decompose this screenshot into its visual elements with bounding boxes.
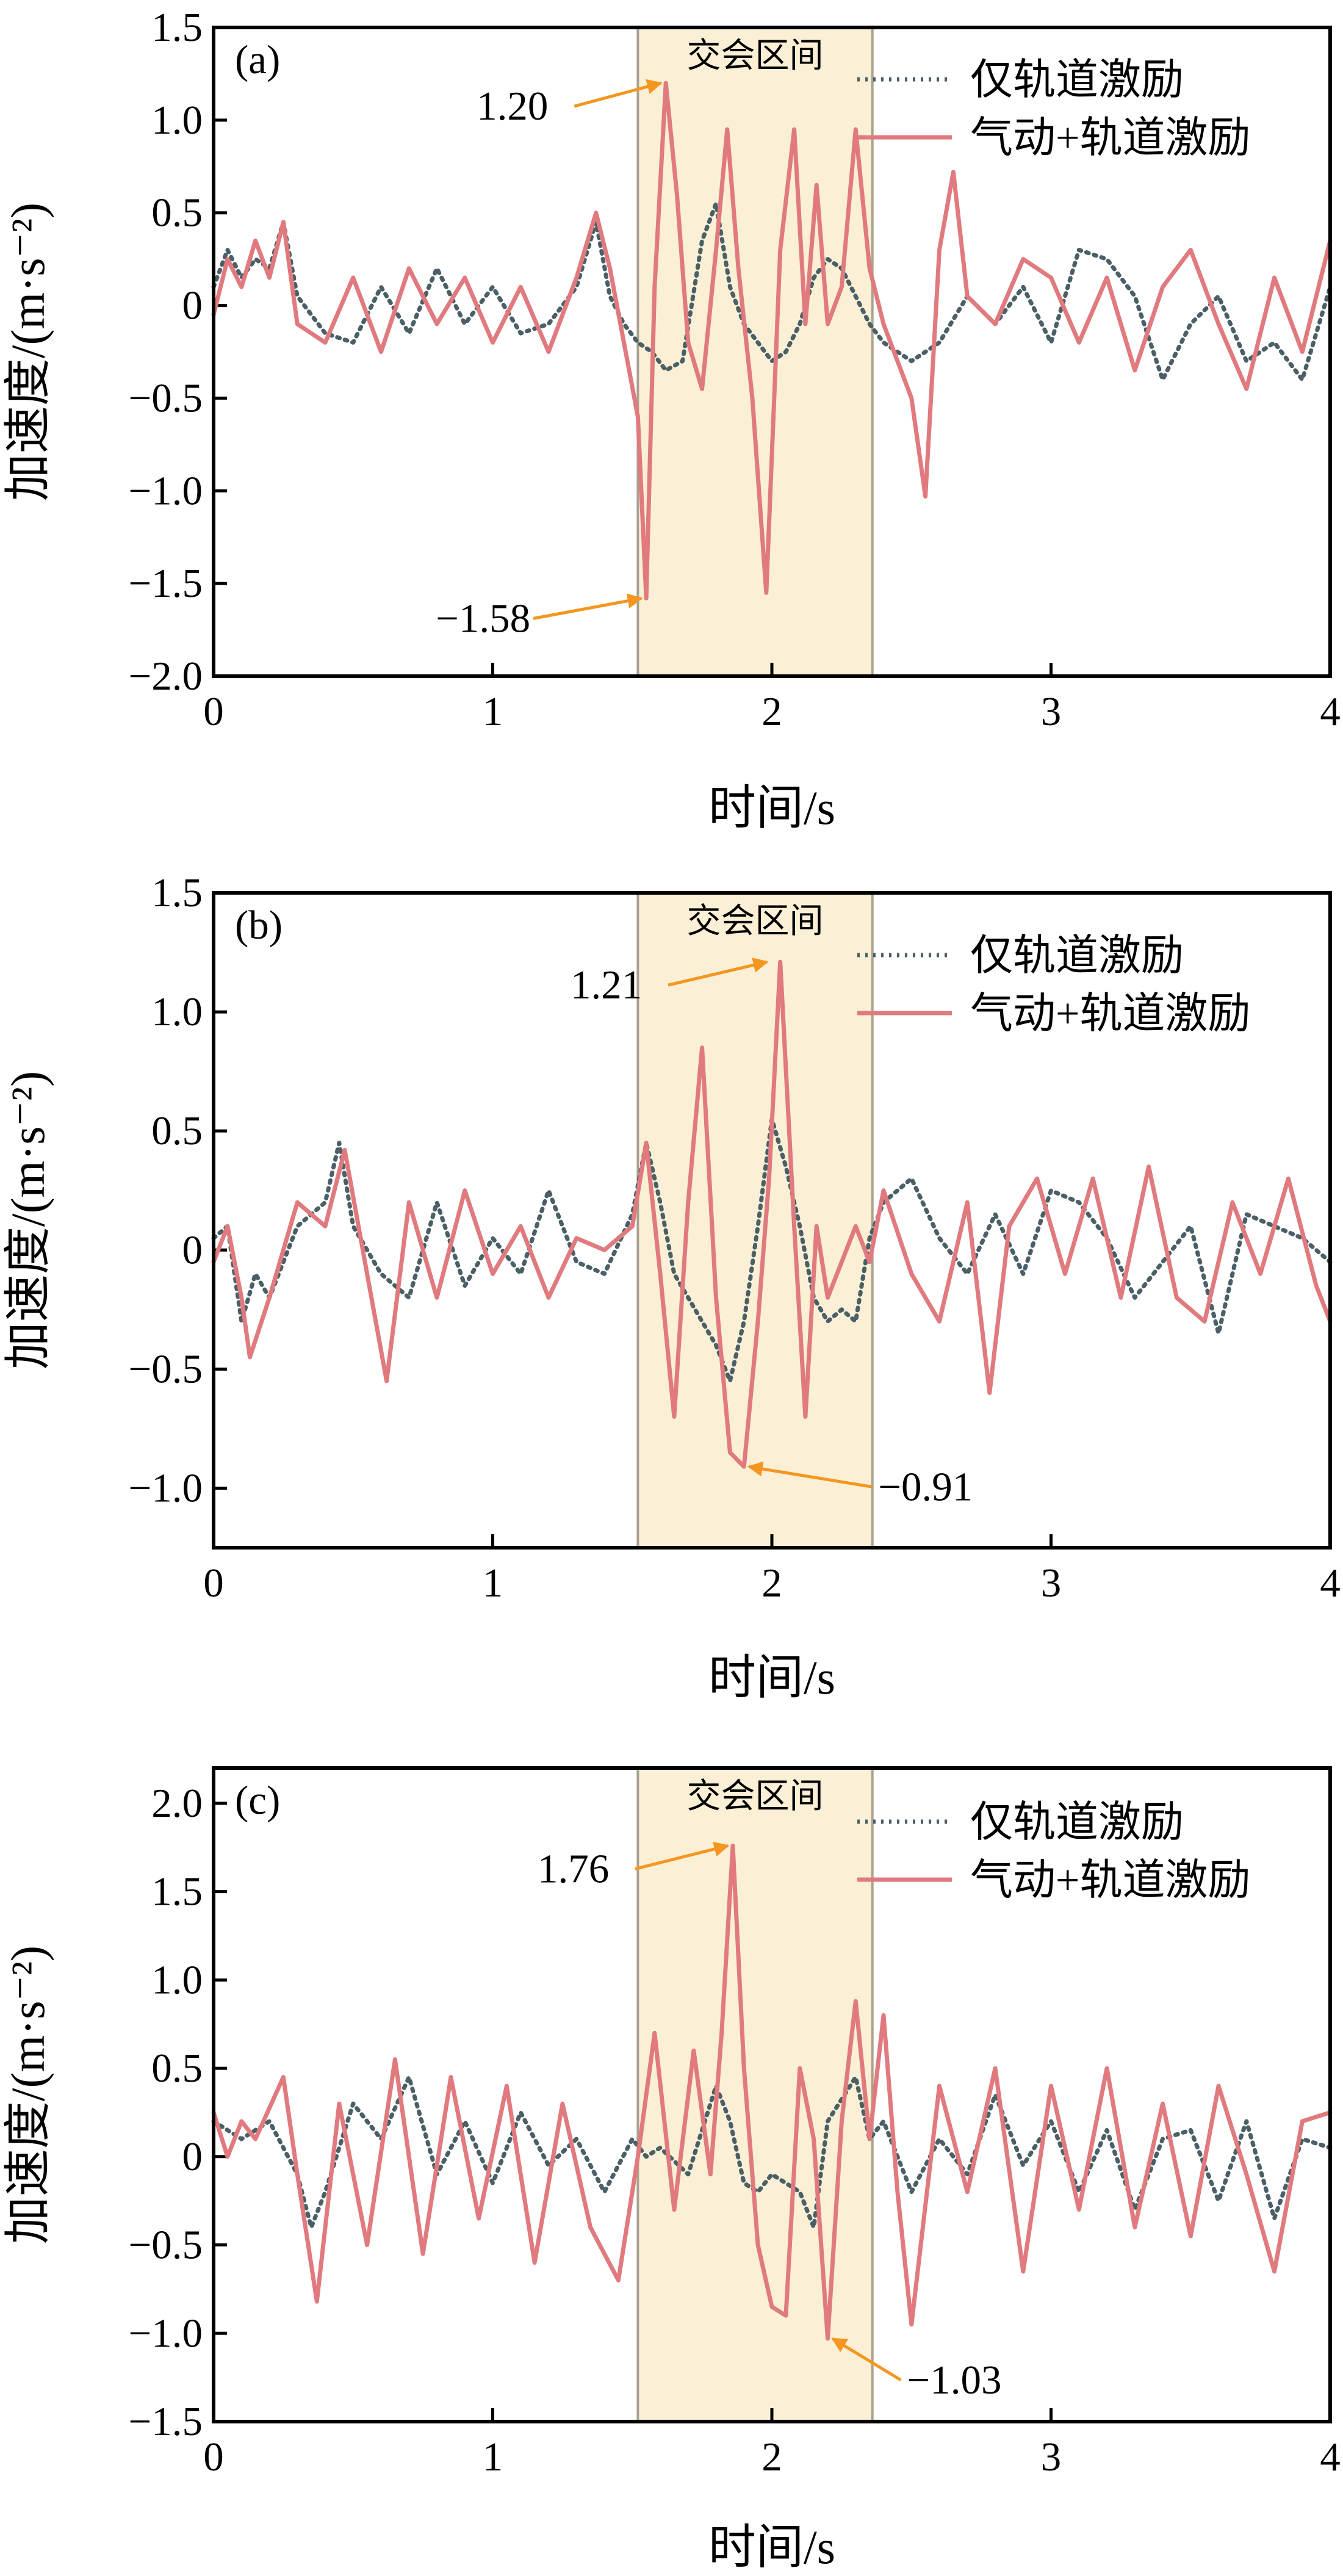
series-layer xyxy=(211,959,1333,1469)
annotation-arrow-min xyxy=(747,1461,873,1488)
legend-label-aero-track: 气动+轨道激励 xyxy=(970,990,1250,1037)
legend: 仅轨道激励 气动+轨道激励 xyxy=(857,57,1250,162)
y-tick-label: −1.5 xyxy=(128,561,203,606)
x-tick-label: 2 xyxy=(762,2434,782,2480)
y-ticks: 1.5 1.0 0.5 0 −0.5 −1.0 xyxy=(128,870,227,1510)
x-axis-title: 时间/s xyxy=(708,2520,835,2574)
x-tick-label: 3 xyxy=(1041,689,1062,734)
panel-b: 1.5 1.0 0.5 0 −0.5 −1.0 0 1 2 3 4 (b) 交会区间 仅轨道激励 … xyxy=(1,870,1341,1704)
x-axis-title: 时间/s xyxy=(708,1651,835,1704)
plot-frame xyxy=(212,1766,1332,2423)
y-axis-title: 加速度/(m·s⁻²) xyxy=(1,1946,54,2244)
y-tick-label: 0.5 xyxy=(151,2046,203,2091)
x-tick-label: 0 xyxy=(203,689,224,734)
y-tick-label: 1.5 xyxy=(151,5,203,50)
annotation-max: 1.20 xyxy=(477,84,548,129)
plot-frame xyxy=(212,26,1332,678)
panel-a: 1.5 1.0 0.5 0 −0.5 −1.0 −1.5 −2.0 0 1 2 3 4 (a) 交会区… xyxy=(1,5,1341,834)
y-tick-label: 0 xyxy=(182,1227,203,1272)
x-tick-label: 1 xyxy=(483,1560,503,1606)
y-tick-label: 1.5 xyxy=(151,870,203,915)
series-track-only xyxy=(211,1117,1333,1384)
annotation-arrow-max xyxy=(574,79,663,108)
x-tick-label: 2 xyxy=(762,689,782,734)
y-tick-label: −2.0 xyxy=(128,654,203,699)
x-tick-label: 2 xyxy=(762,1560,782,1606)
annotations: 1.76 −1.03 xyxy=(538,1841,1002,2403)
x-ticks: 0 1 2 3 4 xyxy=(203,1534,1341,1606)
crossing-zone xyxy=(636,892,874,1549)
x-tick-label: 1 xyxy=(483,2434,503,2480)
y-tick-label: 1.0 xyxy=(151,989,203,1034)
x-tick-label: 0 xyxy=(203,2434,224,2480)
x-tick-label: 3 xyxy=(1041,2434,1062,2480)
y-axis-title: 加速度/(m·s⁻²) xyxy=(1,1071,54,1369)
annotation-min: −1.58 xyxy=(436,596,530,641)
panel-label: (b) xyxy=(235,903,283,948)
y-tick-label: 0 xyxy=(182,283,203,328)
y-tick-label: 1.0 xyxy=(151,1957,203,2002)
zone-label: 交会区间 xyxy=(687,37,824,75)
annotations: 1.20 −1.58 xyxy=(436,79,663,641)
x-tick-label: 1 xyxy=(483,689,503,734)
annotation-min: −1.03 xyxy=(907,2358,1002,2403)
x-axis-title: 时间/s xyxy=(708,781,835,834)
y-tick-label: 0.5 xyxy=(151,190,203,236)
x-tick-label: 3 xyxy=(1041,1560,1062,1606)
y-tick-label: −0.5 xyxy=(128,375,203,420)
legend-label-aero-track: 气动+轨道激励 xyxy=(970,1857,1250,1904)
legend-label-track-only: 仅轨道激励 xyxy=(970,933,1184,980)
legend-label-track-only: 仅轨道激励 xyxy=(970,57,1184,104)
zone-label: 交会区间 xyxy=(687,903,824,940)
series-aero-track xyxy=(211,959,1333,1469)
y-tick-label: 2.0 xyxy=(151,1781,203,1826)
x-tick-label: 4 xyxy=(1320,2434,1341,2480)
y-tick-label: −1.5 xyxy=(128,2399,203,2444)
x-tick-label: 4 xyxy=(1320,689,1341,734)
panel-label: (c) xyxy=(235,1778,280,1823)
y-tick-label: 1.5 xyxy=(151,1869,203,1914)
annotations: 1.21 −0.91 xyxy=(571,958,973,1509)
panel-c: 2.0 1.5 1.0 0.5 0 −0.5 −1.0 −1.5 0 1 2 3 4 (c) 交会区间… xyxy=(1,1766,1341,2574)
annotation-max: 1.21 xyxy=(571,962,642,1008)
crossing-zone xyxy=(636,26,874,677)
y-tick-label: −1.0 xyxy=(128,1465,203,1510)
annotation-arrow-max xyxy=(668,958,769,987)
y-tick-label: 1.0 xyxy=(151,98,203,143)
x-tick-label: 0 xyxy=(203,1560,224,1606)
zone-label: 交会区间 xyxy=(687,1778,824,1816)
series-aero-track xyxy=(211,1843,1333,2341)
crossing-zone xyxy=(636,1767,874,2423)
legend-label-track-only: 仅轨道激励 xyxy=(970,1799,1184,1846)
annotation-max: 1.76 xyxy=(538,1846,609,1891)
series-layer xyxy=(211,81,1333,601)
y-tick-label: 0 xyxy=(182,2134,203,2179)
y-tick-label: −0.5 xyxy=(128,1346,203,1391)
y-tick-label: −0.5 xyxy=(128,2223,203,2268)
legend: 仅轨道激励 气动+轨道激励 xyxy=(857,1799,1250,1904)
y-axis-title: 加速度/(m·s⁻²) xyxy=(1,203,54,501)
y-ticks: 2.0 1.5 1.0 0.5 0 −0.5 −1.0 −1.5 xyxy=(128,1781,227,2444)
series-layer xyxy=(211,1843,1333,2341)
legend: 仅轨道激励 气动+轨道激励 xyxy=(857,933,1250,1037)
y-ticks: 1.5 1.0 0.5 0 −0.5 −1.0 −1.5 −2.0 xyxy=(128,5,227,699)
x-tick-label: 4 xyxy=(1320,1560,1341,1606)
annotation-arrow-min xyxy=(533,593,643,620)
y-tick-label: −1.0 xyxy=(128,468,203,513)
series-aero-track xyxy=(211,81,1333,601)
annotation-min: −0.91 xyxy=(878,1464,973,1509)
annotation-arrow-max xyxy=(635,1841,730,1871)
legend-label-aero-track: 气动+轨道激励 xyxy=(970,115,1250,162)
panel-label: (a) xyxy=(235,37,280,82)
plot-frame xyxy=(212,891,1332,1550)
y-tick-label: 0.5 xyxy=(151,1108,203,1153)
x-ticks: 0 1 2 3 4 xyxy=(203,2408,1341,2480)
x-ticks: 0 1 2 3 4 xyxy=(203,663,1341,734)
annotation-arrow-min xyxy=(831,2337,902,2382)
y-tick-label: −1.0 xyxy=(128,2311,203,2356)
